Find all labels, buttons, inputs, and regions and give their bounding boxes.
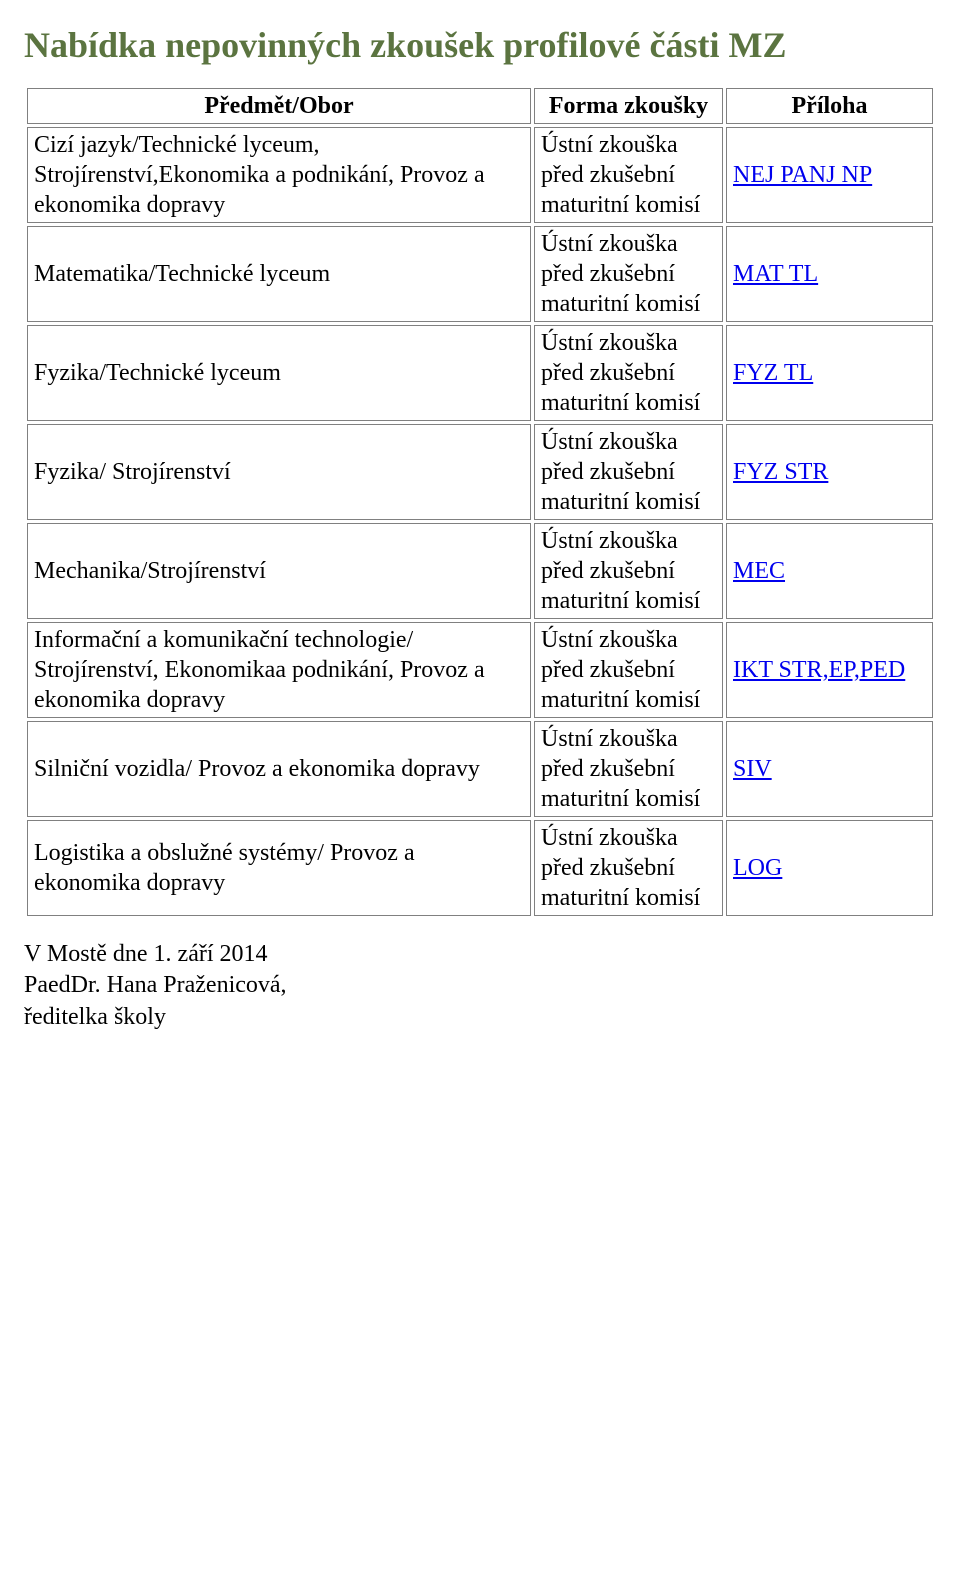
form-cell: Ústní zkouška před zkušební maturitní ko… (534, 127, 723, 223)
attachment-cell: IKT STR,EP,PED (726, 622, 933, 718)
form-cell: Ústní zkouška před zkušební maturitní ko… (534, 820, 723, 916)
attachment-cell: NEJ PANJ NP (726, 127, 933, 223)
form-cell: Ústní zkouška před zkušební maturitní ko… (534, 523, 723, 619)
attachment-link[interactable]: NEJ PANJ NP (733, 162, 872, 188)
table-row: Fyzika/ StrojírenstvíÚstní zkouška před … (27, 424, 933, 520)
header-subject: Předmět/Obor (27, 88, 531, 124)
table-row: Logistika a obslužné systémy/ Provoz a e… (27, 820, 933, 916)
form-cell: Ústní zkouška před zkušební maturitní ko… (534, 325, 723, 421)
attachment-cell: LOG (726, 820, 933, 916)
form-cell: Ústní zkouška před zkušební maturitní ko… (534, 721, 723, 817)
subject-cell: Matematika/Technické lyceum (27, 226, 531, 322)
header-attachment: Příloha (726, 88, 933, 124)
subject-cell: Informační a komunikační technologie/ St… (27, 622, 531, 718)
table-body: Cizí jazyk/Technické lyceum, Strojírenst… (27, 127, 933, 916)
table-row: Mechanika/StrojírenstvíÚstní zkouška pře… (27, 523, 933, 619)
footer-date: V Mostě dne 1. září 2014 (24, 939, 936, 970)
subject-cell: Silniční vozidla/ Provoz a ekonomika dop… (27, 721, 531, 817)
form-cell: Ústní zkouška před zkušební maturitní ko… (534, 424, 723, 520)
form-cell: Ústní zkouška před zkušební maturitní ko… (534, 622, 723, 718)
subject-cell: Logistika a obslužné systémy/ Provoz a e… (27, 820, 531, 916)
form-cell: Ústní zkouška před zkušební maturitní ko… (534, 226, 723, 322)
attachment-cell: SIV (726, 721, 933, 817)
attachment-link[interactable]: FYZ STR (733, 459, 828, 485)
subject-cell: Mechanika/Strojírenství (27, 523, 531, 619)
table-row: Fyzika/Technické lyceumÚstní zkouška pře… (27, 325, 933, 421)
attachment-link[interactable]: IKT STR,EP,PED (733, 657, 905, 683)
attachment-cell: MEC (726, 523, 933, 619)
attachment-link[interactable]: MAT TL (733, 261, 818, 287)
attachment-link[interactable]: SIV (733, 756, 772, 782)
table-row: Cizí jazyk/Technické lyceum, Strojírenst… (27, 127, 933, 223)
table-header-row: Předmět/Obor Forma zkoušky Příloha (27, 88, 933, 124)
footer: V Mostě dne 1. září 2014 PaedDr. Hana Pr… (24, 939, 936, 1033)
subject-cell: Cizí jazyk/Technické lyceum, Strojírenst… (27, 127, 531, 223)
footer-role: ředitelka školy (24, 1002, 936, 1033)
attachment-link[interactable]: LOG (733, 855, 782, 881)
attachment-cell: MAT TL (726, 226, 933, 322)
attachment-link[interactable]: FYZ TL (733, 360, 813, 386)
exam-table: Předmět/Obor Forma zkoušky Příloha Cizí … (24, 85, 936, 919)
table-row: Silniční vozidla/ Provoz a ekonomika dop… (27, 721, 933, 817)
table-row: Informační a komunikační technologie/ St… (27, 622, 933, 718)
subject-cell: Fyzika/Technické lyceum (27, 325, 531, 421)
subject-cell: Fyzika/ Strojírenství (27, 424, 531, 520)
attachment-cell: FYZ TL (726, 325, 933, 421)
footer-name: PaedDr. Hana Praženicová, (24, 970, 936, 1001)
page-title: Nabídka nepovinných zkoušek profilové čá… (24, 24, 936, 67)
header-form: Forma zkoušky (534, 88, 723, 124)
table-row: Matematika/Technické lyceumÚstní zkouška… (27, 226, 933, 322)
attachment-link[interactable]: MEC (733, 558, 785, 584)
page: Nabídka nepovinných zkoušek profilové čá… (0, 0, 960, 1073)
attachment-cell: FYZ STR (726, 424, 933, 520)
